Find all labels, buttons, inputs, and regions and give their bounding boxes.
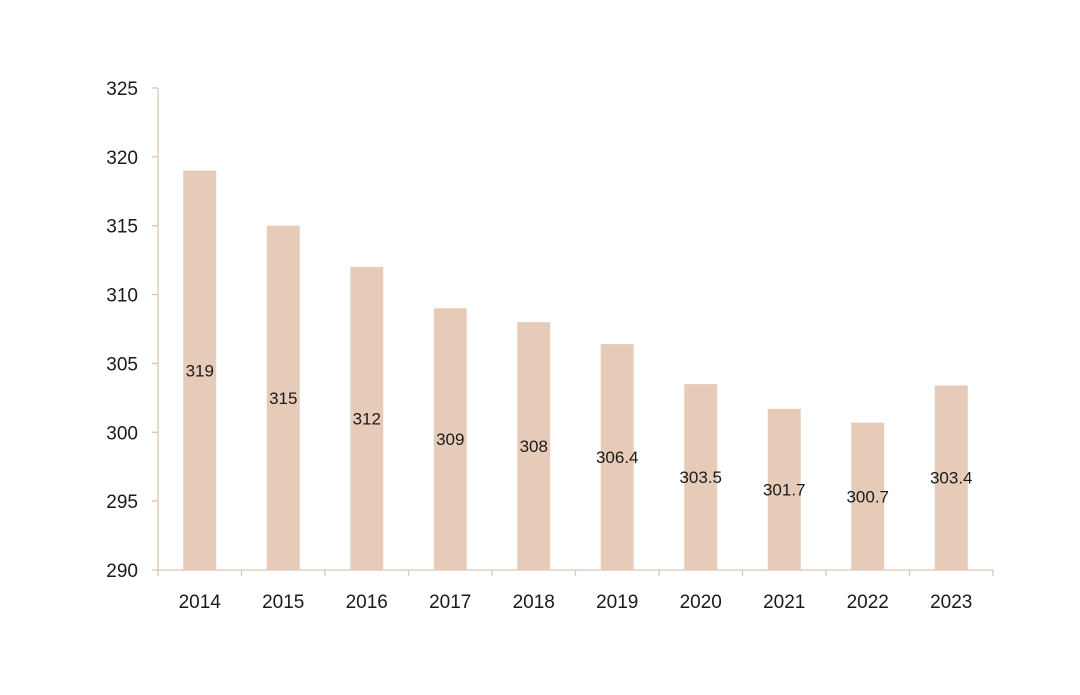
x-tick-label: 2021 — [763, 592, 805, 613]
x-axis-tick-labels: 2014 2015 2016 2017 2018 2019 2020 2021 2022 2023 — [179, 592, 973, 613]
x-tick-label: 2017 — [429, 592, 471, 613]
bar — [934, 385, 968, 570]
bar — [767, 408, 801, 570]
x-tick-label: 2014 — [179, 592, 222, 613]
data-label: 303.4 — [930, 469, 973, 488]
y-tick-label: 315 — [106, 217, 138, 238]
data-label: 309 — [436, 430, 464, 449]
y-tick-label: 290 — [106, 561, 138, 582]
y-tick-label: 320 — [106, 148, 138, 169]
data-label: 301.7 — [763, 480, 806, 499]
data-label: 303.5 — [679, 468, 722, 487]
bar — [183, 170, 217, 570]
data-label: 306.4 — [596, 448, 639, 467]
bar-series — [183, 170, 968, 570]
x-tick-label: 2023 — [930, 592, 972, 613]
data-labels: 319 315 312 309 308 306.4 303.5 301.7 300.7 303.4 — [186, 361, 973, 506]
y-tick-label: 295 — [106, 492, 138, 513]
bar — [600, 344, 634, 570]
y-tick-label: 300 — [106, 423, 138, 444]
x-tick-label: 2015 — [262, 592, 304, 613]
data-label: 315 — [269, 389, 297, 408]
y-tick-label: 310 — [106, 286, 138, 307]
x-tick-label: 2020 — [680, 592, 722, 613]
data-label: 319 — [186, 361, 214, 380]
y-tick-label: 305 — [106, 354, 138, 375]
data-label: 308 — [520, 437, 548, 456]
y-axis-ticks: 290 295 300 305 310 315 320 325 — [106, 79, 158, 582]
bar — [350, 267, 384, 570]
bar — [266, 225, 300, 570]
x-tick-label: 2016 — [346, 592, 388, 613]
x-tick-label: 2022 — [847, 592, 889, 613]
bar — [517, 322, 551, 570]
x-tick-label: 2019 — [596, 592, 638, 613]
bar — [684, 384, 718, 570]
data-label: 312 — [353, 410, 381, 429]
x-tick-label: 2018 — [513, 592, 555, 613]
data-label: 300.7 — [846, 487, 889, 506]
bar — [851, 422, 885, 570]
bar — [433, 308, 467, 570]
y-tick-label: 325 — [106, 79, 138, 100]
